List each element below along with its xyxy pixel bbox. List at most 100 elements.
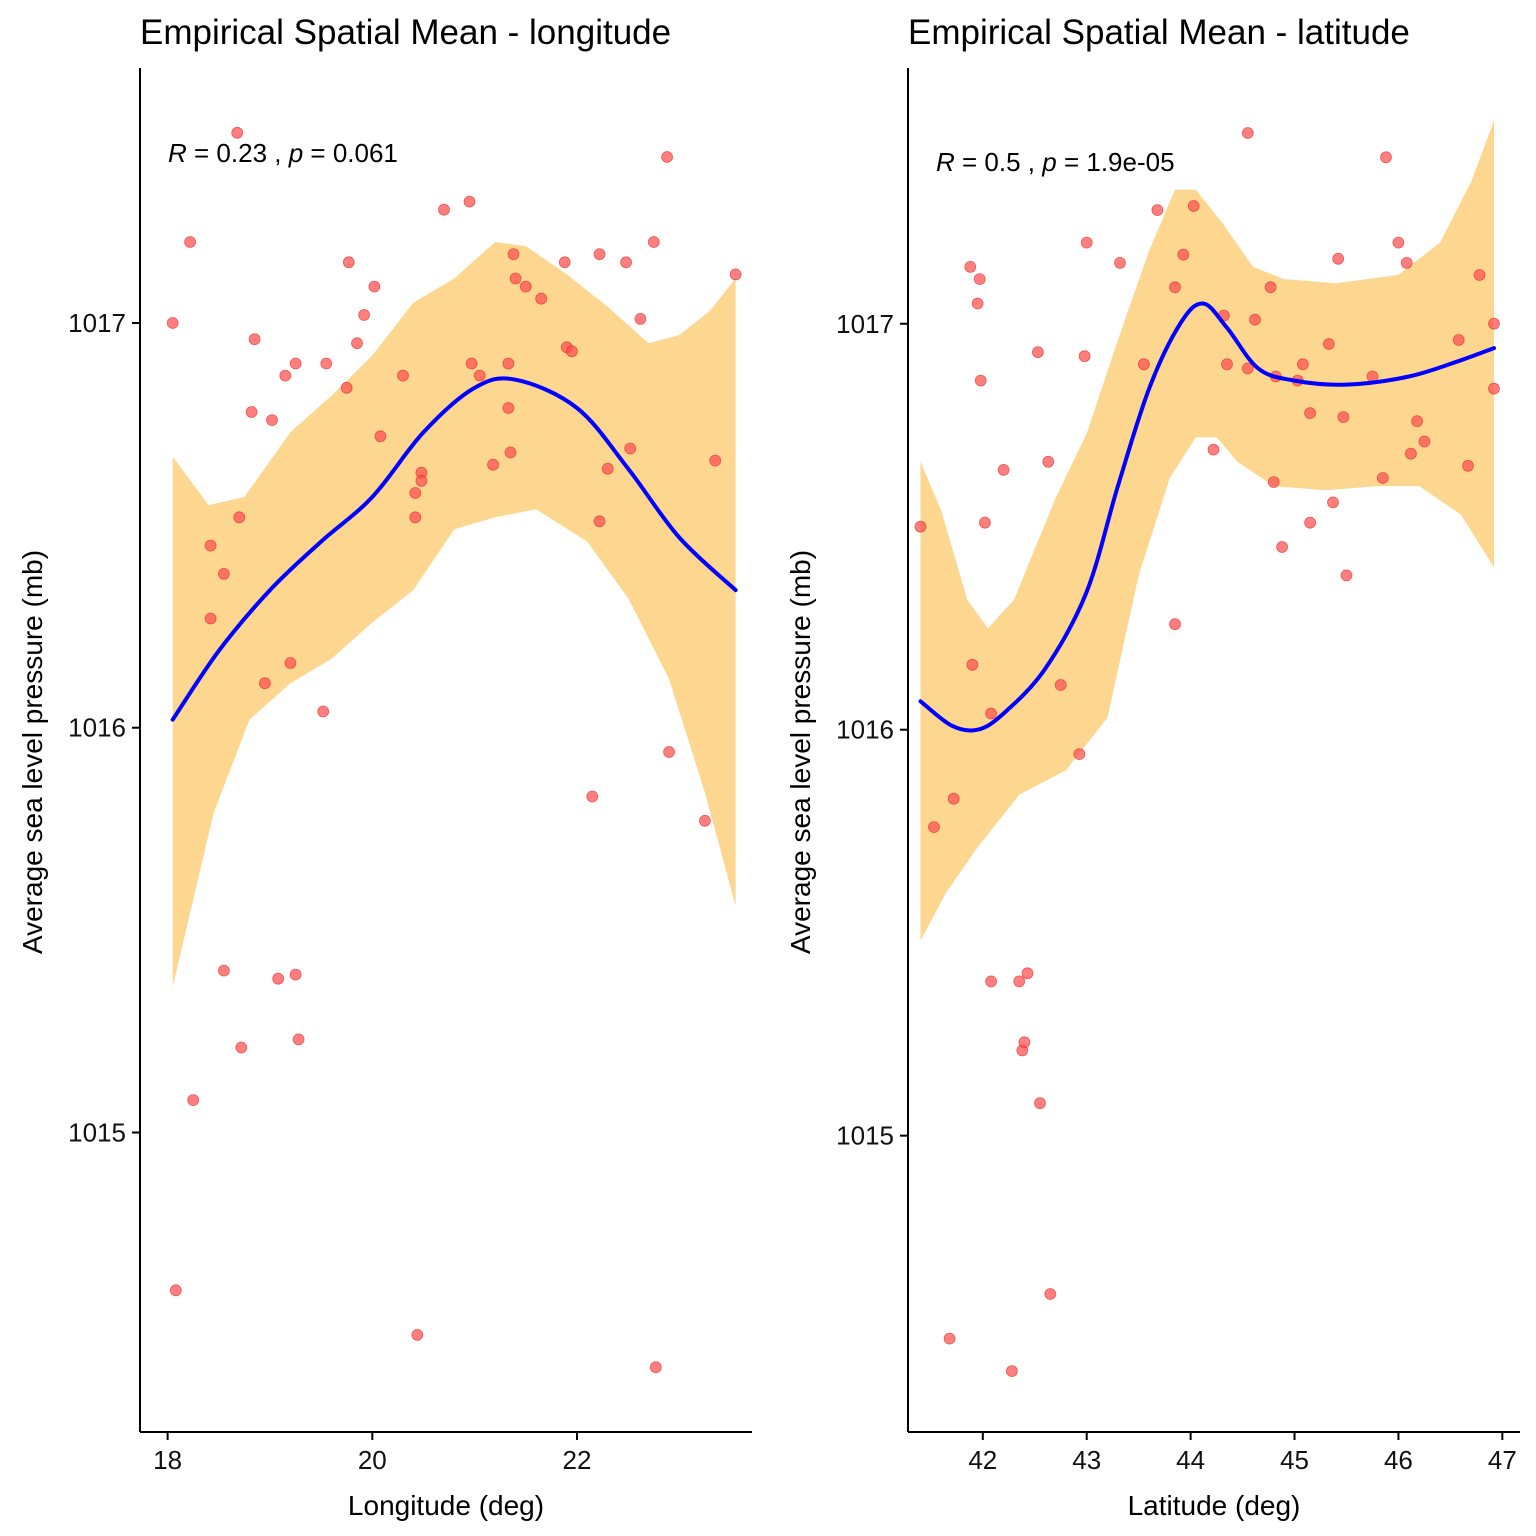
longitude-data-point (351, 337, 363, 350)
latitude-data-point (966, 658, 979, 671)
longitude-data-point (245, 406, 258, 418)
latitude-data-point (1462, 459, 1474, 472)
latitude-data-point (1327, 496, 1339, 509)
latitude-data-point (1044, 1288, 1057, 1300)
latitude-data-point (1207, 443, 1220, 456)
longitude-data-point (593, 248, 606, 261)
longitude-data-point (624, 442, 637, 455)
longitude-data-point (204, 612, 217, 625)
longitude-correlation-annotation: R = 0.23 , p = 0.061 (168, 138, 398, 168)
latitude-data-point (1151, 204, 1164, 217)
latitude-data-point (985, 975, 997, 988)
latitude-data-point (1400, 256, 1413, 269)
latitude-smooth-line (918, 301, 1496, 733)
latitude-data-point (1114, 256, 1126, 269)
latitude-data-point (1249, 313, 1261, 326)
latitude-data-point (1411, 415, 1423, 428)
latitude-data-point (1488, 382, 1500, 395)
latitude-data-point (985, 707, 997, 720)
latitude-y-axis-label: Average sea level pressure (mb) (785, 550, 816, 954)
longitude-y-tick-label: 1015 (68, 1117, 126, 1147)
latitude-data-point (914, 520, 927, 533)
latitude-y-tick-label: 1015 (836, 1121, 894, 1151)
longitude-data-point (169, 1284, 182, 1297)
latitude-data-point (928, 821, 940, 833)
longitude-data-point (438, 203, 450, 216)
longitude-data-point (320, 357, 333, 370)
longitude-data-point (519, 280, 532, 293)
latitude-data-point (1018, 1036, 1031, 1049)
latitude-data-point (1169, 281, 1181, 294)
latitude-data-point (1376, 472, 1389, 484)
latitude-data-point (1332, 252, 1345, 265)
latitude-data-point (1264, 281, 1277, 294)
latitude-data-point (1073, 748, 1086, 760)
longitude-data-point (647, 236, 660, 248)
latitude-data-point (1241, 127, 1254, 139)
latitude-data-point (1034, 1097, 1046, 1110)
latitude-loess-curve (918, 301, 1496, 733)
longitude-confidence-band (172, 242, 736, 987)
latitude-data-point (1380, 151, 1392, 164)
longitude-data-point (317, 705, 330, 718)
longitude-data-point (509, 272, 522, 285)
longitude-data-point (634, 312, 647, 325)
latitude-data-point (964, 260, 977, 273)
longitude-data-point (709, 454, 722, 467)
longitude-confidence-band-area (172, 242, 736, 987)
latitude-data-point (1405, 447, 1417, 460)
latitude-y-tick-label: 1017 (836, 309, 894, 339)
longitude-data-point (620, 256, 632, 269)
longitude-data-point (272, 972, 285, 985)
latitude-data-point (1006, 1365, 1018, 1377)
longitude-loess-curve (170, 376, 738, 722)
longitude-data-point (504, 446, 517, 459)
longitude-data-point (397, 369, 409, 382)
latitude-data-point (1021, 967, 1034, 980)
longitude-smooth-line (170, 376, 738, 722)
latitude-axes: 42 43 44 45 46 47 1015 1016 1017 (836, 68, 1520, 1475)
latitude-data-point (1013, 975, 1026, 988)
longitude-data-point (593, 515, 606, 528)
latitude-data-point (1267, 476, 1280, 489)
longitude-data-point (649, 1361, 662, 1374)
latitude-data-point (1473, 269, 1486, 281)
latitude-correlation-annotation: R = 0.5 , p = 1.9e-05 (936, 147, 1175, 177)
latitude-points (914, 127, 1500, 1377)
latitude-data-point (1080, 236, 1093, 249)
longitude-data-point (187, 1094, 200, 1106)
latitude-data-point (979, 516, 991, 529)
latitude-panel: Empirical Spatial Mean - latitude 42 43 44… (785, 13, 1520, 1521)
latitude-data-point (1340, 569, 1353, 582)
longitude-data-point (729, 268, 742, 281)
longitude-y-tick-label: 1017 (68, 308, 126, 338)
longitude-data-point (217, 964, 230, 977)
latitude-data-point (971, 297, 984, 310)
latitude-data-point (1276, 541, 1288, 553)
longitude-data-point (204, 539, 217, 552)
longitude-data-point (258, 677, 271, 690)
longitude-data-point (340, 381, 353, 394)
latitude-data-point (1221, 358, 1233, 371)
longitude-data-point (566, 345, 578, 358)
latitude-data-point (943, 1332, 956, 1345)
longitude-data-point (233, 511, 246, 524)
latitude-data-point (1296, 358, 1309, 371)
longitude-data-point (415, 474, 428, 487)
longitude-data-point (374, 430, 387, 443)
longitude-data-point (217, 568, 230, 580)
longitude-data-point (586, 790, 599, 803)
latitude-data-point (1187, 200, 1200, 212)
latitude-x-tick-label: 46 (1384, 1445, 1413, 1475)
latitude-data-point (974, 374, 987, 387)
latitude-data-point (1078, 350, 1091, 363)
longitude-data-point (507, 248, 520, 261)
longitude-data-point (358, 308, 371, 321)
longitude-data-point (184, 236, 197, 248)
longitude-y-axis-label: Average sea level pressure (mb) (17, 550, 48, 954)
latitude-x-tick-label: 44 (1176, 1445, 1205, 1475)
latitude-y-tick-label: 1016 (836, 715, 894, 745)
longitude-data-point (289, 968, 302, 981)
latitude-chart-title: Empirical Spatial Mean - latitude (908, 13, 1410, 52)
